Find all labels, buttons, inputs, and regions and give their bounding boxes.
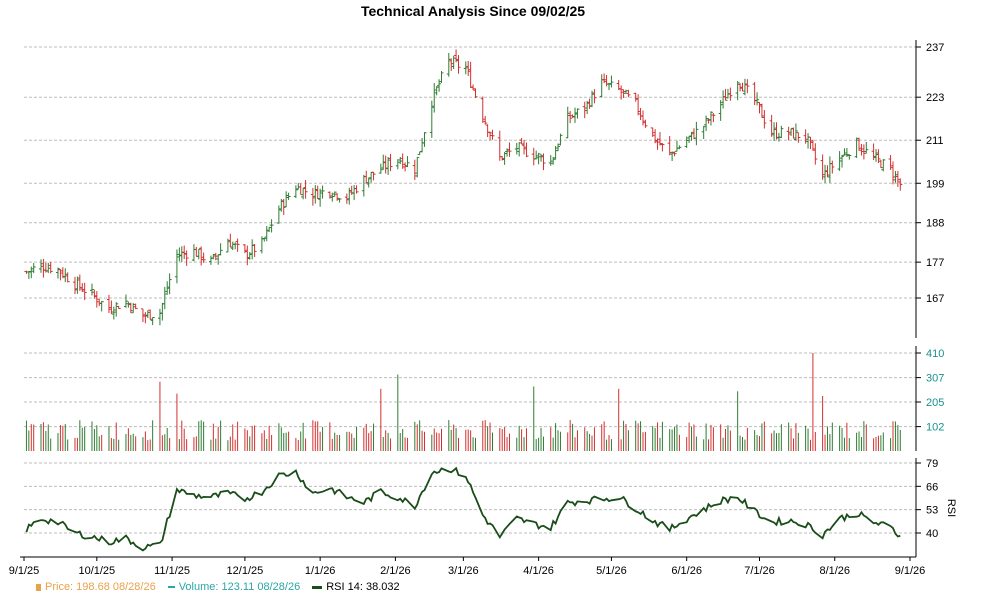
rsi-tick-label: 79 — [926, 458, 938, 470]
x-tick-label: 1/1/26 — [305, 565, 336, 577]
x-tick-label: 10/1/25 — [78, 565, 115, 577]
legend-rsi-label: RSI 14: 38.032 — [326, 581, 400, 593]
x-tick-label: 2/1/26 — [380, 565, 411, 577]
volume-tick-label: 205 — [926, 397, 944, 409]
tick-labels: 167 177 188 199 211 223 237 102 205 307 410 40 53 66 7… — [9, 42, 957, 577]
rsi-axis-label: RSI — [945, 499, 957, 517]
legend-price: Price: 198.68 08/28/26 — [36, 581, 156, 593]
volume-tick-label: 102 — [926, 422, 944, 434]
legend-volume: Volume: 123.11 08/28/26 — [167, 581, 301, 593]
axes — [20, 40, 921, 561]
price-ohlc-bars — [24, 49, 903, 326]
x-tick-label: 12/1/25 — [227, 565, 264, 577]
rsi-tick-label: 40 — [926, 528, 938, 540]
price-tick-label: 188 — [926, 218, 944, 230]
x-tick-label: 9/1/25 — [9, 565, 40, 577]
price-tick-label: 177 — [926, 257, 944, 269]
rsi-tick-label: 66 — [926, 481, 938, 493]
legend-volume-label: Volume: 123.11 08/28/26 — [178, 581, 301, 593]
x-tick-label: 6/1/26 — [671, 565, 702, 577]
grid-lines — [24, 46, 916, 534]
volume-tick-label: 410 — [926, 348, 944, 360]
price-swatch-icon — [36, 583, 41, 591]
x-tick-label: 7/1/26 — [744, 565, 775, 577]
price-tick-label: 199 — [926, 178, 944, 190]
price-tick-label: 237 — [926, 42, 944, 54]
price-tick-label: 211 — [926, 135, 944, 147]
x-tick-label: 11/1/25 — [154, 565, 190, 577]
volume-swatch-icon — [167, 586, 175, 588]
legend-price-label: Price: 198.68 08/28/26 — [45, 581, 156, 593]
x-tick-label: 4/1/26 — [523, 565, 554, 577]
chart-title: Technical Analysis Since 09/02/25 — [361, 3, 585, 19]
x-tick-label: 9/1/26 — [895, 565, 926, 577]
x-tick-label: 8/1/26 — [819, 565, 850, 577]
volume-tick-label: 307 — [926, 373, 944, 385]
rsi-swatch-icon — [312, 585, 323, 589]
rsi-tick-label: 53 — [926, 505, 938, 517]
price-tick-label: 223 — [926, 92, 944, 104]
legend: Price: 198.68 08/28/26 Volume: 123.11 08… — [36, 581, 400, 593]
legend-rsi: RSI 14: 38.032 — [312, 581, 400, 593]
price-tick-label: 167 — [926, 293, 944, 305]
x-tick-label: 5/1/26 — [596, 565, 627, 577]
rsi-line — [25, 466, 901, 552]
rsi-line-group — [25, 466, 901, 552]
volume-bars — [25, 353, 901, 451]
x-tick-label: 3/1/26 — [448, 565, 479, 577]
